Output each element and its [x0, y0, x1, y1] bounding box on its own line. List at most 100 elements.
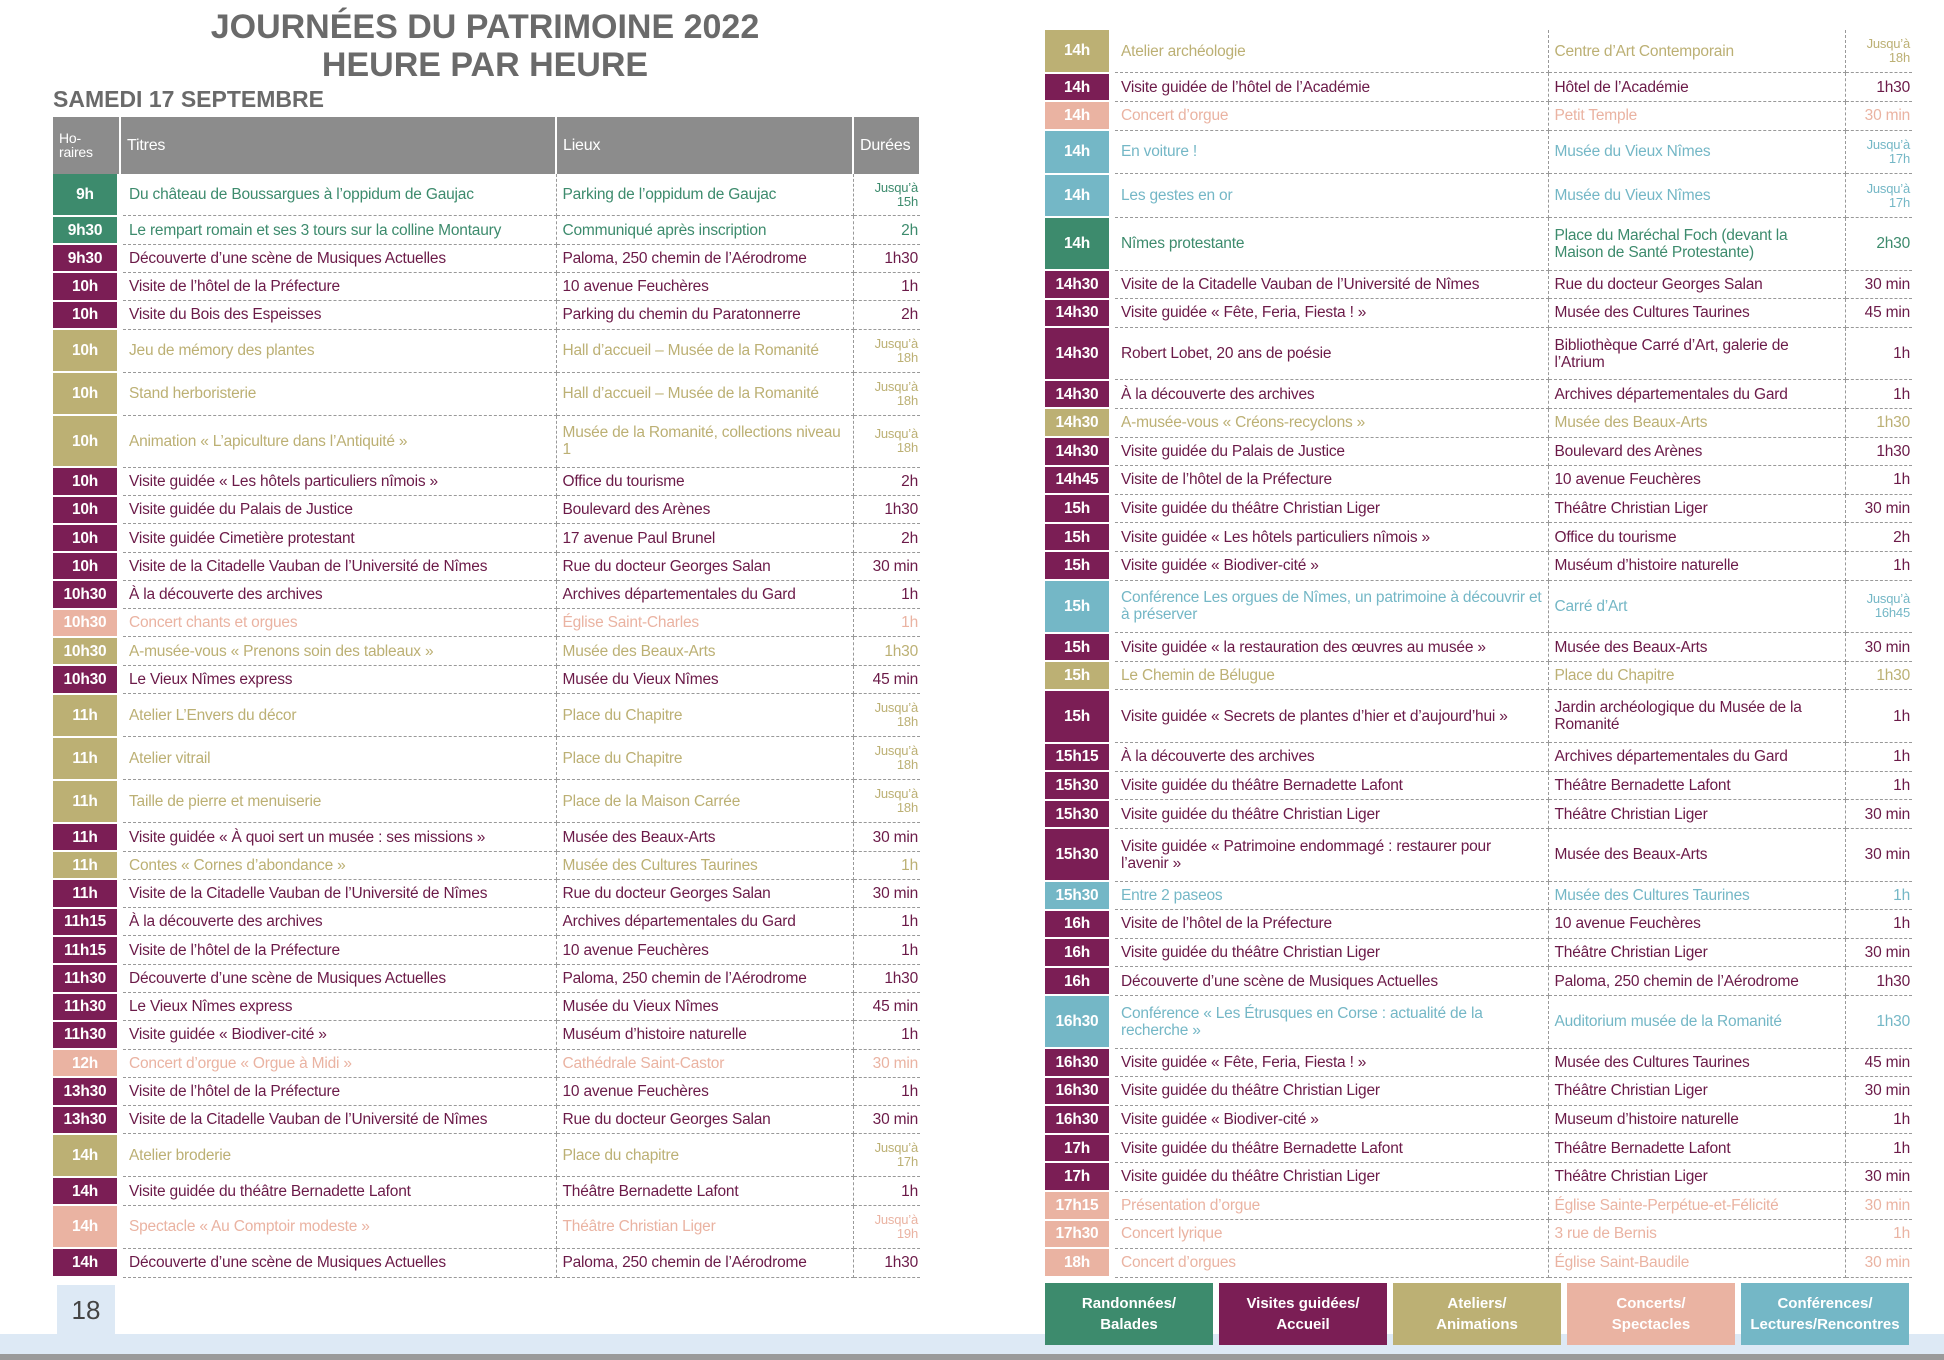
- event-title: Spectacle « Au Comptoir modeste »: [120, 1205, 557, 1249]
- event-title: Visite guidée Cimetière protestant: [120, 523, 557, 553]
- duration: Jusqu’à 17h: [1845, 173, 1912, 218]
- schedule-table: Ho-raires Titres Lieux Durées 9h Du châte…: [53, 117, 921, 1278]
- location: Musée du Vieux Nîmes: [1548, 130, 1846, 175]
- location: Office du tourisme: [1548, 522, 1846, 552]
- event-title: Visite guidée « la restauration des œuvr…: [1112, 632, 1549, 662]
- row: 17h Visite guidée du théâtre Christian Li…: [1045, 1162, 1912, 1193]
- duration: 1h30: [1845, 408, 1912, 438]
- event-title: À la découverte des archives: [120, 907, 557, 937]
- duration: 1h30: [853, 1248, 920, 1278]
- location: Rue du docteur Georges Salan: [1548, 270, 1846, 300]
- duration: 1h: [853, 1176, 920, 1206]
- row: 14h30 A-musée-vous « Créons-recyclons » Mu…: [1045, 408, 1912, 439]
- row: 14h30 Robert Lobet, 20 ans de poésie Bibli…: [1045, 327, 1912, 381]
- time: 11h15: [53, 935, 123, 966]
- time: 10h: [53, 467, 123, 497]
- row: 14h En voiture ! Musée du Vieux Nîmes Jusqu…: [1045, 130, 1912, 175]
- row: 16h30 Visite guidée « Biodiver-cité » Muse…: [1045, 1105, 1912, 1135]
- time: 11h30: [53, 992, 123, 1022]
- row: 16h30 Visite guidée « Fête, Feria, Fiesta…: [1045, 1048, 1912, 1078]
- row: 14h30 Visite de la Citadelle Vauban de l’…: [1045, 270, 1912, 300]
- duration: Jusqu’à 15h: [853, 173, 920, 217]
- duration: 1h30: [1845, 72, 1912, 102]
- location: Place du Chapitre: [556, 693, 854, 738]
- event-title: Visite guidée « Secrets de plantes d’hie…: [1112, 689, 1549, 744]
- location: Musée de la Romanité, collections niveau…: [556, 415, 854, 468]
- row: 15h Visite guidée « Les hôtels particulie…: [1045, 522, 1912, 553]
- location: Musée du Vieux Nîmes: [1548, 173, 1846, 218]
- location: Bibliothèque Carré d’Art, galerie de l’A…: [1548, 327, 1846, 381]
- row: 16h30 Visite guidée du théâtre Christian …: [1045, 1076, 1912, 1107]
- time: 17h: [1045, 1133, 1115, 1164]
- event-title: Le Chemin de Bélugue: [1112, 661, 1549, 691]
- time: 13h30: [53, 1077, 123, 1107]
- duration: 2h: [853, 467, 920, 497]
- location: Musée des Beaux-Arts: [1548, 408, 1846, 438]
- event-title: Robert Lobet, 20 ans de poésie: [1112, 327, 1549, 381]
- location: Paloma, 250 chemin de l’Aérodrome: [556, 964, 854, 994]
- legend-item: Concerts/ Spectacles: [1567, 1283, 1735, 1345]
- duration: 30 min: [853, 1049, 920, 1078]
- duration: 1h: [853, 1020, 920, 1050]
- duration: 1h: [1845, 909, 1912, 939]
- event-title: A-musée-vous « Créons-recyclons »: [1112, 408, 1549, 438]
- event-title: Visite guidée du théâtre Christian Liger: [1112, 799, 1549, 829]
- location: Auditorium musée de la Romanité: [1548, 995, 1846, 1049]
- event-title: Concert d’orgue « Orgue à Midi »: [120, 1049, 557, 1078]
- location: 10 avenue Feuchères: [556, 1077, 854, 1107]
- location: Petit Temple: [1548, 101, 1846, 131]
- event-title: Visite guidée « Patrimoine endommagé : r…: [1112, 828, 1549, 882]
- duration: 1h30: [1845, 966, 1912, 996]
- location: Parking de l’oppidum de Gaujac: [556, 173, 854, 217]
- time: 14h30: [1045, 327, 1115, 381]
- time: 10h: [53, 329, 123, 374]
- time: 10h: [53, 415, 123, 469]
- row: 10h Jeu de mémory des plantes Hall d’accue…: [53, 329, 920, 374]
- row: 11h30 Le Vieux Nîmes express Musée du Vieu…: [53, 992, 920, 1022]
- row: 16h Découverte d’une scène de Musiques Ac…: [1045, 966, 1912, 997]
- location: Carré d’Art: [1548, 580, 1846, 634]
- time: 9h30: [53, 215, 123, 246]
- row: 15h30 Visite guidée du théâtre Bernadette…: [1045, 771, 1912, 801]
- row: 15h Visite guidée du théâtre Christian Li…: [1045, 494, 1912, 524]
- location: Paloma, 250 chemin de l’Aérodrome: [556, 1248, 854, 1278]
- title-line: JOURNÉES DU PATRIMOINE 2022: [210, 8, 760, 46]
- time: 16h: [1045, 938, 1115, 968]
- duration: Jusqu’à 17h: [1845, 130, 1912, 175]
- location: 3 rue de Bernis: [1548, 1219, 1846, 1249]
- event-title: Animation « L’apiculture dans l’Antiquit…: [120, 415, 557, 468]
- location: Hall d’accueil – Musée de la Romanité: [556, 329, 854, 373]
- row: 16h30 Conférence « Les Étrusques en Corse…: [1045, 995, 1912, 1050]
- event-title: Atelier archéologie: [1112, 30, 1549, 74]
- duration: 30 min: [1845, 270, 1912, 300]
- event-title: Concert d’orgue: [1112, 101, 1549, 131]
- time: 14h: [53, 1248, 123, 1278]
- event-title: Visite guidée « Biodiver-cité »: [120, 1020, 557, 1050]
- location: Théâtre Christian Liger: [556, 1205, 854, 1249]
- event-title: Visite guidée « Fête, Feria, Fiesta ! »: [1112, 298, 1549, 328]
- location: Paloma, 250 chemin de l’Aérodrome: [556, 244, 854, 273]
- duration: 30 min: [853, 1105, 920, 1135]
- row: 14h Visite guidée du théâtre Bernadette L…: [53, 1176, 920, 1207]
- row: 15h30 Visite guidée du théâtre Christian …: [1045, 799, 1912, 830]
- location: 17 avenue Paul Brunel: [556, 523, 854, 553]
- row: 11h15 Visite de l’hôtel de la Préfecture 1…: [53, 935, 920, 966]
- duration: 45 min: [853, 992, 920, 1022]
- duration: Jusqu’à 18h: [853, 693, 920, 738]
- event-title: Visite du Bois des Espeisses: [120, 300, 557, 330]
- duration: 2h: [1845, 522, 1912, 552]
- duration: 1h30: [1845, 995, 1912, 1049]
- event-title: Visite de la Citadelle Vauban de l’Unive…: [120, 552, 557, 581]
- time: 11h30: [53, 964, 123, 994]
- event-title: Visite guidée du théâtre Christian Liger: [1112, 938, 1549, 968]
- location: Église Saint-Baudile: [1548, 1248, 1846, 1278]
- time: 15h30: [1045, 881, 1115, 911]
- row: 17h Visite guidée du théâtre Bernadette L…: [1045, 1133, 1912, 1164]
- footer-line: [0, 1354, 1944, 1360]
- location: Rue du docteur Georges Salan: [556, 879, 854, 909]
- time: 18h: [1045, 1248, 1115, 1278]
- location: Communiqué après inscription: [556, 215, 854, 245]
- duration: 1h: [1845, 881, 1912, 911]
- column-header: Ho-raires: [53, 117, 121, 174]
- header-row: Ho-raires Titres Lieux Durées: [53, 117, 921, 174]
